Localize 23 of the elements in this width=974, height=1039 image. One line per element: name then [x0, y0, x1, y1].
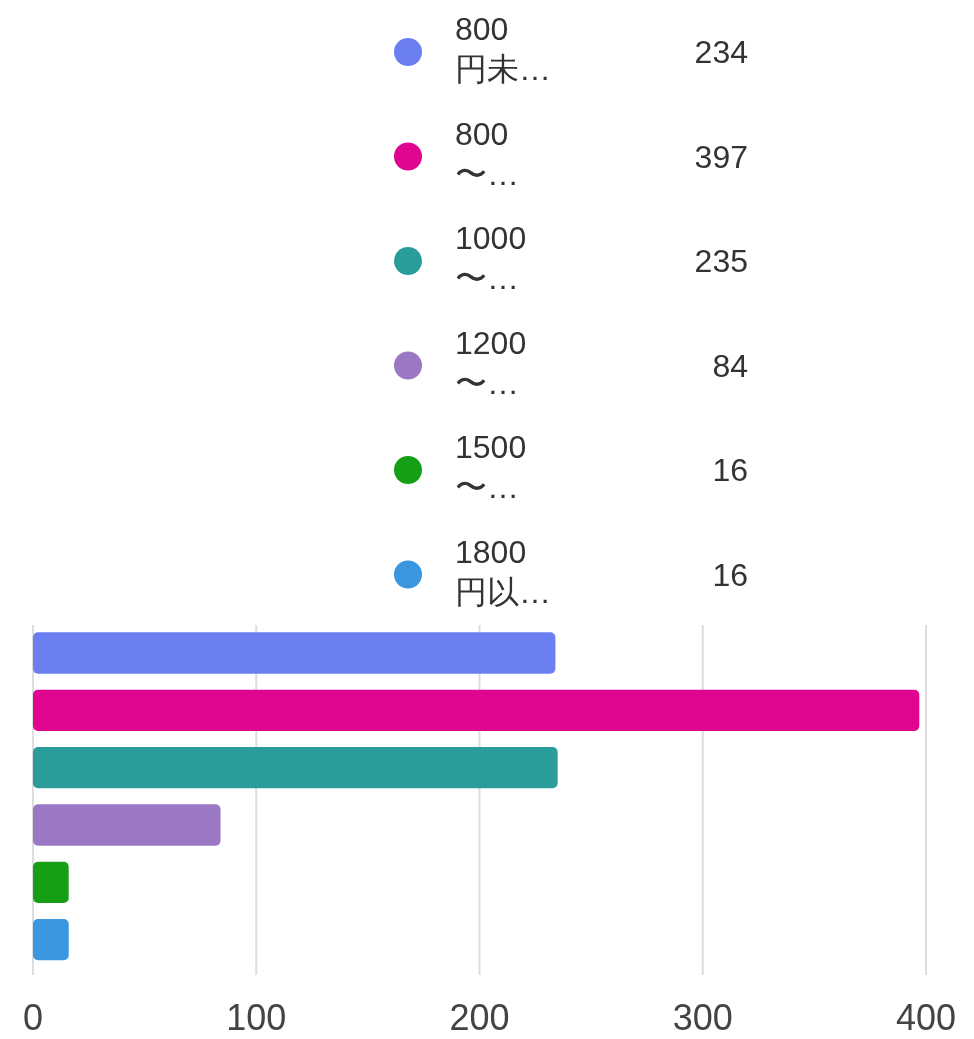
x-tick-label: 400 — [895, 997, 957, 1038]
text: 234 — [694, 34, 748, 70]
x-tick-label: 100 — [226, 997, 287, 1038]
legend-label: 1500 〜… — [455, 429, 527, 505]
bar — [33, 632, 556, 674]
legend-label: 800 円未… — [455, 11, 551, 87]
bar — [33, 804, 221, 846]
legend-label: 800 〜… — [455, 115, 519, 192]
text: 84 — [712, 347, 748, 384]
text: 16 — [712, 452, 748, 488]
text: 235 — [694, 243, 748, 279]
legend-label: 1800 円以… — [455, 533, 551, 610]
bar — [33, 919, 69, 961]
bar — [33, 747, 558, 789]
x-tick-label: 0 — [22, 997, 44, 1038]
legend-label: 1200 〜… — [455, 324, 527, 401]
legend-label: 1000 〜… — [455, 220, 527, 296]
x-tick-label: 300 — [672, 997, 733, 1038]
x-tick-label: 200 — [449, 997, 510, 1038]
bar — [33, 861, 69, 903]
bar — [33, 689, 920, 731]
text: 397 — [694, 138, 748, 175]
text: 16 — [712, 556, 748, 593]
